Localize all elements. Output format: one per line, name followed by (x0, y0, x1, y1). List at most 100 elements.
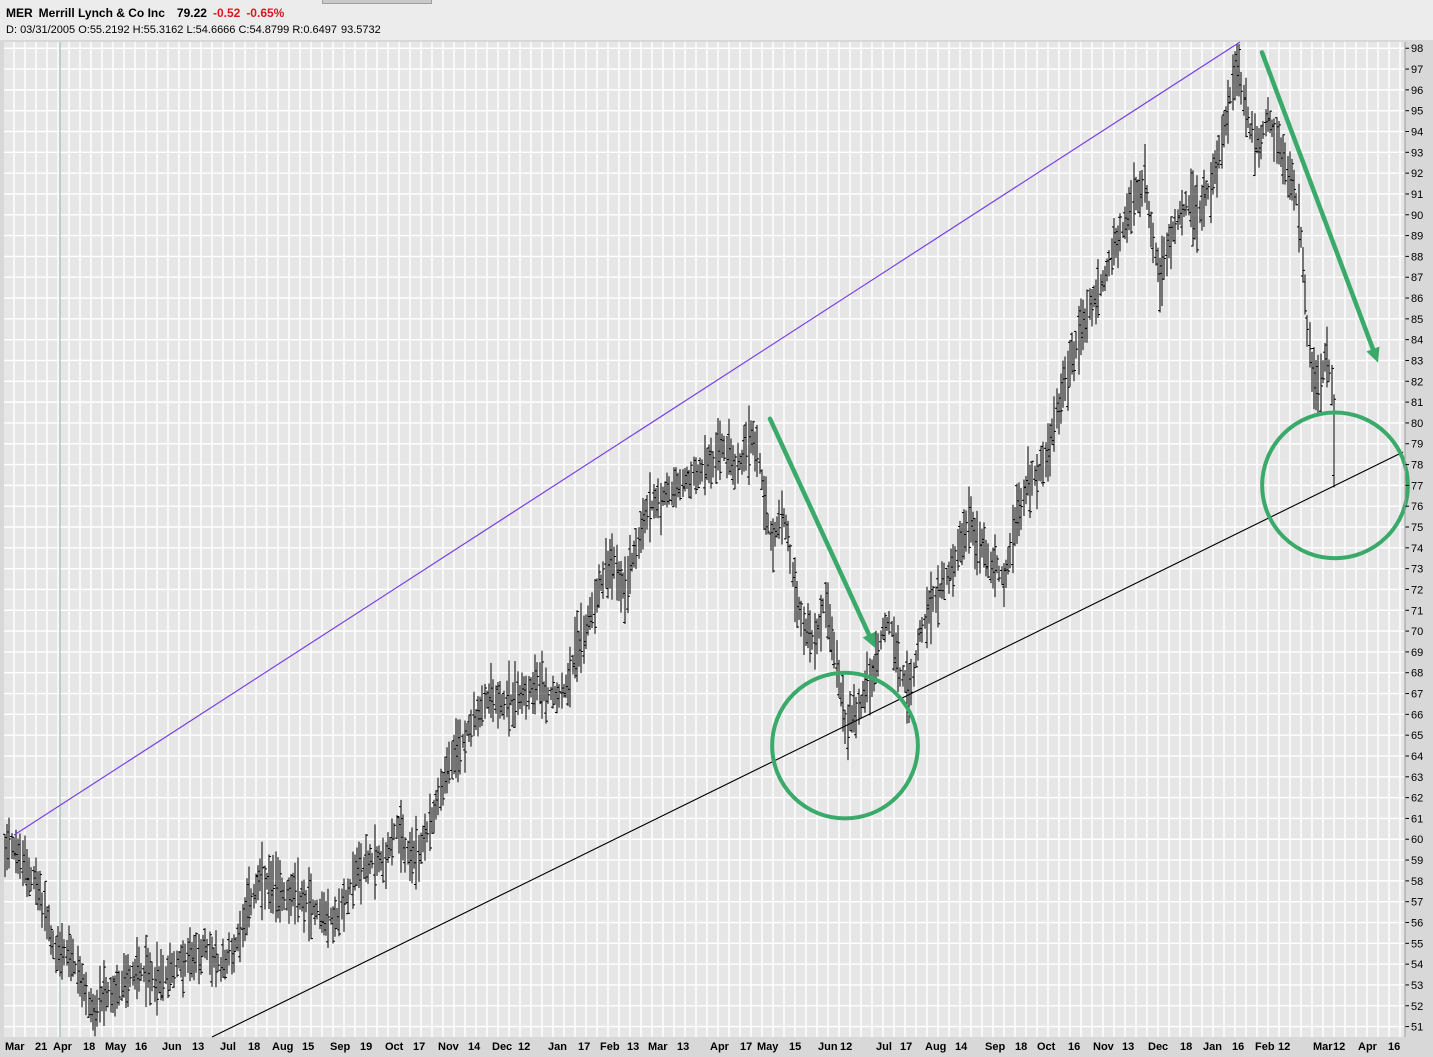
price-bar (544, 667, 548, 724)
price-bar (876, 633, 880, 677)
price-bar (304, 890, 308, 913)
price-bar (546, 687, 550, 704)
x-tick-label: 12 (518, 1041, 530, 1053)
x-tick-label: 12 (840, 1041, 852, 1053)
price-bar (1290, 158, 1294, 201)
price-bar (403, 837, 407, 873)
price-bar (1132, 162, 1136, 226)
price-bar (1237, 44, 1241, 97)
price-bar (263, 865, 267, 910)
price-bar (1259, 124, 1263, 160)
price-bar (914, 650, 918, 668)
price-bar (1308, 322, 1312, 368)
price-bar (568, 646, 572, 708)
low-label: L: (186, 24, 196, 36)
y-tick-label: 69 (1411, 647, 1423, 659)
price-bar (392, 823, 396, 841)
y-tick-label: 75 (1411, 522, 1423, 534)
price-bar (1107, 250, 1111, 277)
x-tick-label: Dec (492, 1041, 512, 1053)
price-bar (788, 544, 792, 574)
price-bar (7, 817, 11, 869)
price-bar (766, 513, 770, 535)
y-tick-label: 68 (1411, 668, 1423, 680)
price-bar (733, 453, 737, 490)
price-bar (139, 963, 143, 981)
price-bar (1035, 454, 1039, 510)
price-bar (1140, 169, 1144, 207)
high-value: 55.3162 (143, 24, 184, 36)
price-bar (491, 679, 495, 723)
price-bar (1327, 359, 1331, 382)
price-bar (249, 888, 253, 916)
r-value: 0.6497 (303, 24, 337, 36)
last-price: 79.22 (176, 6, 207, 20)
arrow-head (862, 631, 876, 648)
x-tick-label: 18 (83, 1041, 95, 1053)
price-bar (428, 793, 432, 852)
x-tick-label: 17 (578, 1041, 590, 1053)
price-bar (656, 478, 660, 519)
y-tick-label: 81 (1411, 397, 1423, 409)
price-bar (1074, 330, 1078, 359)
y-tick-label: 77 (1411, 480, 1423, 492)
price-bar (1066, 350, 1070, 411)
price-bar (1305, 315, 1309, 347)
price-bar (267, 854, 271, 910)
x-tick-label: Apr (53, 1041, 73, 1053)
price-bar (144, 934, 148, 1008)
chart-header: MER Merrill Lynch & Co Inc 79.22 -0.52 -0.65… (0, 0, 1433, 41)
annotations (767, 50, 1410, 821)
x-tick-label: Jul (876, 1041, 892, 1053)
price-bar (1063, 356, 1067, 402)
price-bar (1211, 153, 1215, 195)
price-bar (689, 461, 693, 499)
price-bar (161, 954, 165, 1001)
price-bar (223, 949, 227, 980)
price-bar (1294, 192, 1298, 206)
price-bar (1041, 441, 1045, 487)
price-bar (896, 624, 900, 692)
price-bar (1090, 289, 1094, 327)
price-bar (106, 981, 110, 1008)
x-tick-label: Sep (330, 1041, 350, 1053)
upper-channel-line (13, 41, 1241, 836)
price-bar (714, 432, 718, 484)
x-tick-label: 12 (1333, 1041, 1345, 1053)
price-bar (956, 528, 960, 571)
low-value: 54.6666 (195, 24, 236, 36)
price-bar (333, 896, 337, 937)
price-bar (166, 955, 170, 999)
price-chart[interactable]: 51 52 53 54 55 56 57 58 59 60 61 62 63 64 65 66 67 68 69 70… (0, 40, 1433, 1057)
price-bar (458, 719, 462, 775)
price-bar (1332, 394, 1336, 488)
x-tick-label: 18 (1015, 1041, 1027, 1053)
x-tick-label: Jun (818, 1041, 838, 1053)
price-bar (771, 518, 775, 573)
y-tick-label: 63 (1411, 772, 1423, 784)
y-tick-label: 90 (1411, 210, 1423, 222)
price-bar (1184, 190, 1188, 216)
price-bar (1085, 289, 1089, 343)
price-bar (95, 989, 99, 1027)
scroll-tab[interactable] (322, 0, 432, 4)
y-tick-label: 84 (1411, 335, 1423, 347)
date-label: D: (6, 24, 17, 36)
price-bar (1319, 353, 1323, 413)
price-bar (711, 451, 715, 478)
price-bar (238, 910, 242, 963)
price-bar (62, 939, 66, 966)
y-tick-label: 56 (1411, 918, 1423, 930)
open-value: 55.2192 (89, 24, 130, 36)
price-bar (1239, 71, 1243, 105)
price-bar (1316, 354, 1320, 414)
y-tick-label: 67 (1411, 689, 1423, 701)
bar-info-line: D: 03/31/2005 O:55.2192 H:55.3162 L:54.6… (6, 24, 381, 36)
x-tick-label: 17 (740, 1041, 752, 1053)
price-bar (696, 464, 700, 489)
price-bar (1206, 183, 1210, 200)
x-tick-label: 21 (35, 1041, 47, 1053)
price-bar (967, 486, 971, 554)
price-bar (337, 888, 341, 937)
price-bar (601, 561, 605, 599)
